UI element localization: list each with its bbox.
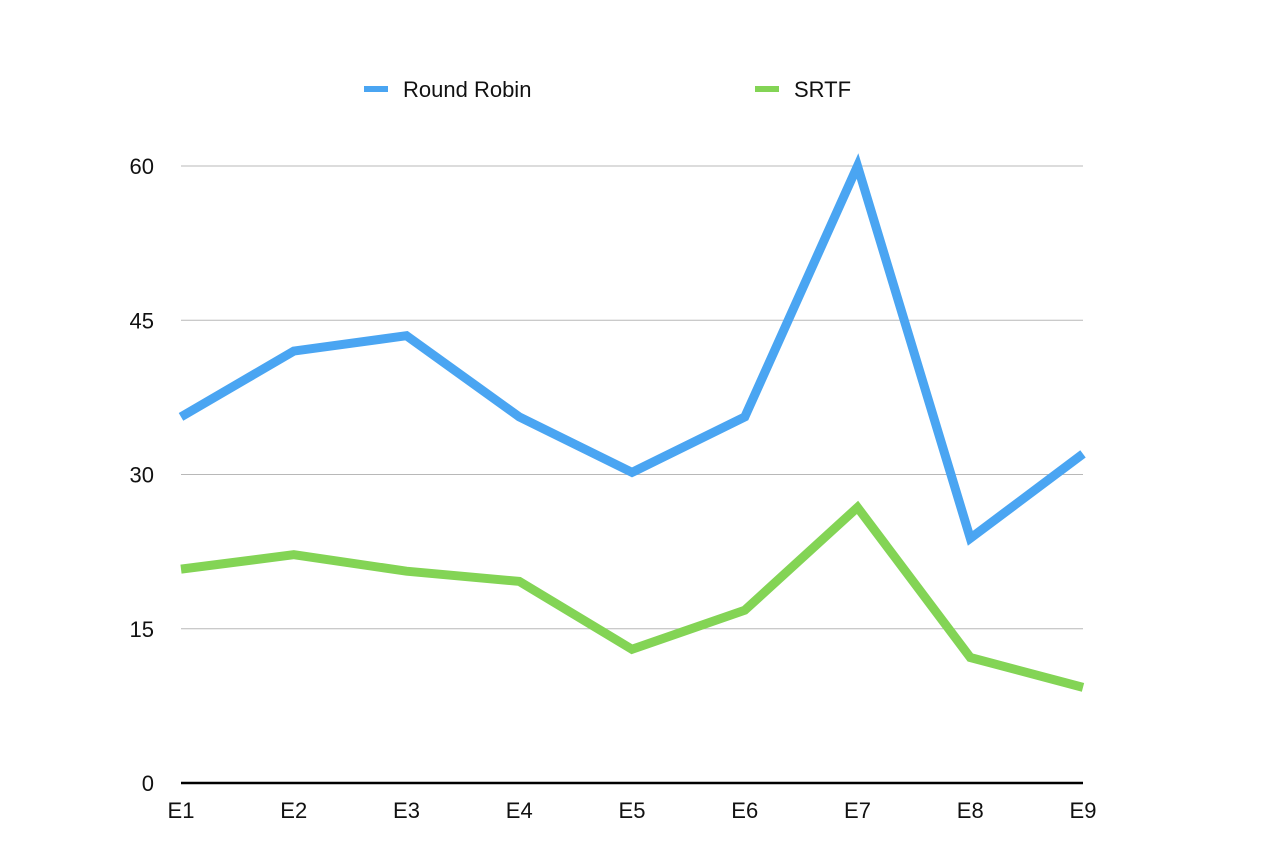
gridlines: [181, 165, 1083, 630]
y-tick-label: 30: [130, 463, 154, 488]
legend-label: SRTF: [794, 77, 851, 102]
series-lines: [178, 153, 1086, 692]
x-tick-label: E2: [280, 798, 307, 823]
x-tick-label: E1: [168, 798, 195, 823]
x-tick-label: E4: [506, 798, 533, 823]
y-tick-label: 0: [142, 771, 154, 796]
y-tick-label: 45: [130, 308, 154, 333]
series-line-round-robin: [178, 153, 1086, 546]
x-tick-label: E8: [957, 798, 984, 823]
y-tick-label: 60: [130, 154, 154, 179]
axes: 0 15 30 45 60 E1 E2 E3 E4 E5 E6 E7 E8 E9: [130, 154, 1097, 823]
x-tick-label: E5: [619, 798, 646, 823]
x-tick-label: E7: [844, 798, 871, 823]
series-line-srtf: [180, 500, 1085, 692]
legend: Round Robin SRTF: [364, 77, 851, 102]
x-tick-label: E3: [393, 798, 420, 823]
x-tick-label: E6: [731, 798, 758, 823]
legend-label: Round Robin: [403, 77, 531, 102]
y-tick-label: 15: [130, 617, 154, 642]
x-tick-label: E9: [1070, 798, 1097, 823]
